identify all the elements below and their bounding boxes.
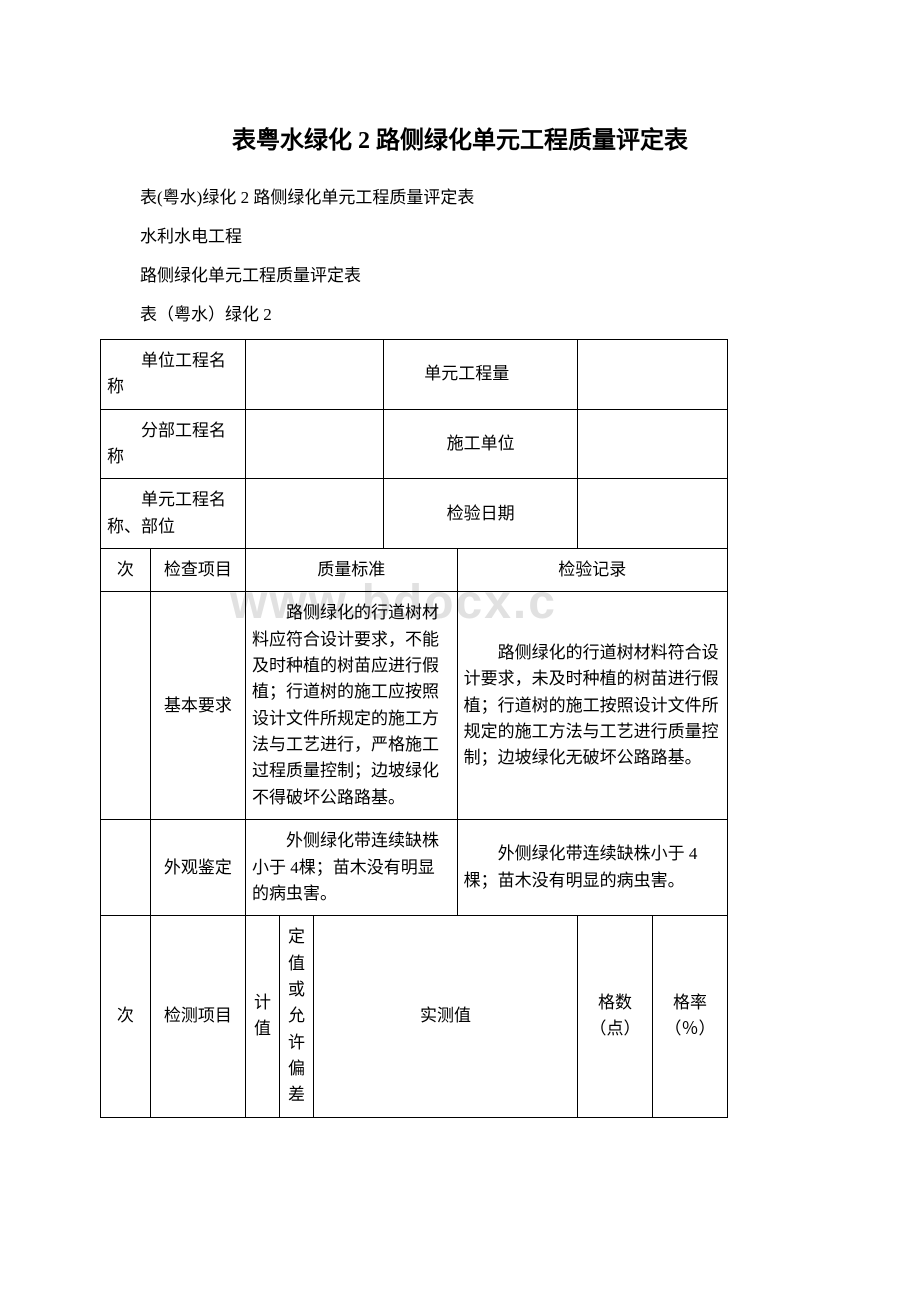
inspection-date-label: 检验日期	[384, 479, 578, 549]
intro-line-2: 水利水电工程	[100, 222, 820, 247]
intro-line-4: 表（粤水）绿化 2	[100, 300, 820, 325]
unit-part-label: 单元工程名称、部位	[107, 487, 239, 540]
table-row: 单位工程名称 单元工程量	[101, 340, 728, 410]
evaluation-table: 单位工程名称 单元工程量 分部工程名称 施工单位 单元工程名称、部位 检验日期	[100, 339, 728, 1118]
appearance-standard: 外侧绿化带连续缺株小于 4棵；苗木没有明显的病虫害。	[246, 820, 458, 916]
intro-line-3: 路侧绿化单元工程质量评定表	[100, 261, 820, 286]
basic-seq	[101, 592, 151, 820]
table-row: 次 检测项目 计值 定值或允许偏差 实测值 格数（点） 格率（％）	[101, 916, 728, 1117]
table-row: 次 检查项目 质量标准 检验记录	[101, 549, 728, 592]
table-row: 外观鉴定 外侧绿化带连续缺株小于 4棵；苗木没有明显的病虫害。 外侧绿化带连续缺…	[101, 820, 728, 916]
measure-col-item: 检测项目	[150, 916, 245, 1117]
unit-project-name-label: 单位工程名称	[107, 348, 239, 401]
basic-record: 路侧绿化的行道树材料符合设计要求，未及时种植的树苗进行假植；行道树的施工按照设计…	[457, 592, 727, 820]
intro-line-1: 表(粤水)绿化 2 路侧绿化单元工程质量评定表	[100, 183, 820, 208]
document-title: 表粤水绿化 2 路侧绿化单元工程质量评定表	[100, 120, 820, 155]
measure-col-seq: 次	[101, 916, 151, 1117]
sub-project-name-label: 分部工程名称	[107, 418, 239, 471]
unit-part-value	[246, 479, 384, 549]
appearance-label: 外观鉴定	[150, 820, 245, 916]
inspection-date-value	[578, 479, 728, 549]
measure-col-points: 格数（点）	[578, 916, 653, 1117]
document-content: 表粤水绿化 2 路侧绿化单元工程质量评定表 表(粤水)绿化 2 路侧绿化单元工程…	[100, 120, 820, 1118]
check-col-standard: 质量标准	[246, 549, 458, 592]
appearance-seq	[101, 820, 151, 916]
basic-label: 基本要求	[150, 592, 245, 820]
basic-standard: 路侧绿化的行道树材料应符合设计要求，不能及时种植的树苗应进行假植；行道树的施工应…	[246, 592, 458, 820]
sub-project-name-value	[246, 409, 384, 479]
check-col-seq: 次	[101, 549, 151, 592]
measure-col-actual: 实测值	[314, 916, 578, 1117]
unit-project-qty-label: 单元工程量	[390, 361, 571, 387]
appearance-record: 外侧绿化带连续缺株小于 4 棵；苗木没有明显的病虫害。	[457, 820, 727, 916]
measure-col-design: 计值	[246, 916, 280, 1117]
unit-project-name-value	[246, 340, 384, 410]
check-col-item: 检查项目	[150, 549, 245, 592]
construction-unit-label: 施工单位	[384, 409, 578, 479]
table-row: 基本要求 路侧绿化的行道树材料应符合设计要求，不能及时种植的树苗应进行假植；行道…	[101, 592, 728, 820]
measure-col-tolerance: 定值或允许偏差	[280, 916, 314, 1117]
check-col-record: 检验记录	[457, 549, 727, 592]
table-row: 单元工程名称、部位 检验日期	[101, 479, 728, 549]
table-row: 分部工程名称 施工单位	[101, 409, 728, 479]
construction-unit-value	[578, 409, 728, 479]
unit-project-qty-value	[578, 340, 728, 410]
measure-col-rate: 格率（％）	[653, 916, 728, 1117]
